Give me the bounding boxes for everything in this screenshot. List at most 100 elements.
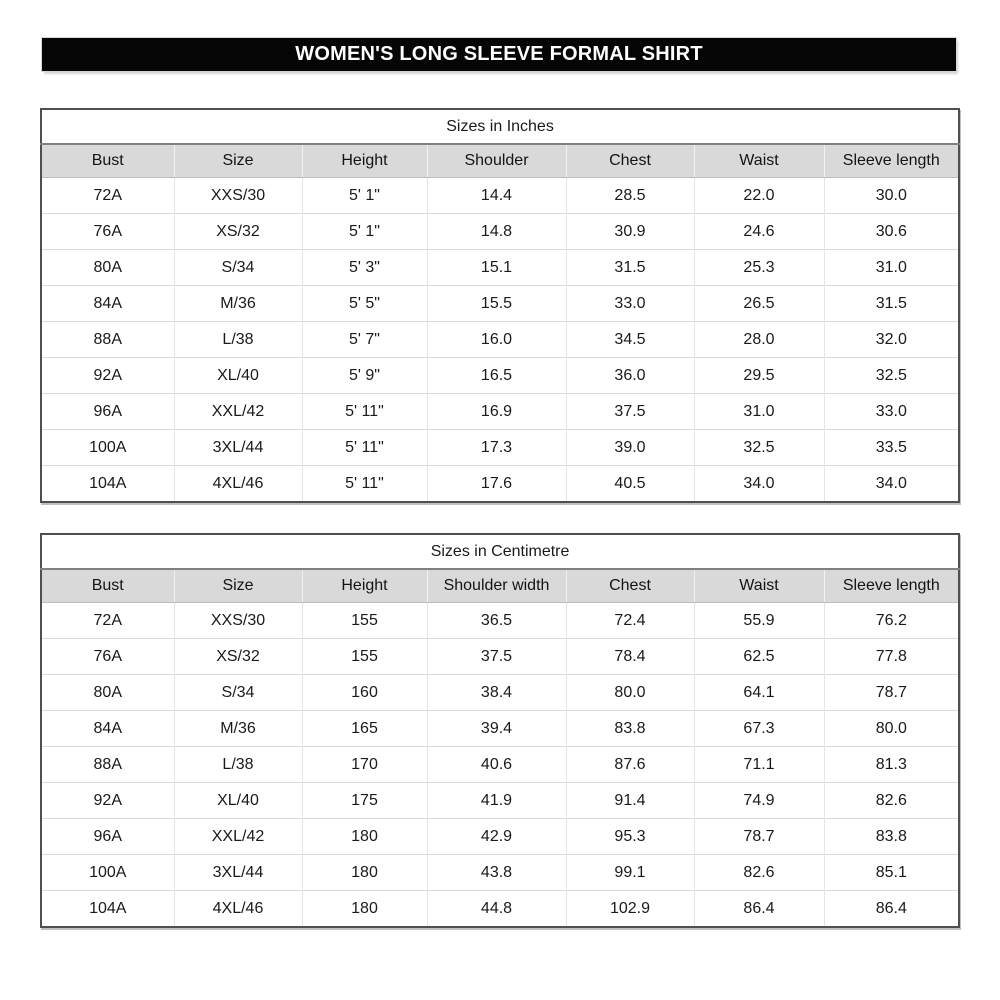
table-row: 100A 3XL/44 5' 11" 17.3 39.0 32.5 33.5 — [41, 429, 960, 466]
cell-waist: 82.6 — [693, 854, 824, 891]
column-header-chest: Chest — [565, 144, 694, 178]
cell-height: 5' 5" — [301, 285, 427, 322]
table-row: 100A 3XL/44 180 43.8 99.1 82.6 85.1 — [41, 854, 960, 891]
table-row: 88A L/38 170 40.6 87.6 71.1 81.3 — [41, 746, 960, 783]
cell-bust: 92A — [41, 782, 174, 819]
table-row: 72A XXS/30 155 36.5 72.4 55.9 76.2 — [41, 602, 960, 639]
cell-bust: 92A — [41, 357, 174, 394]
cell-bust: 72A — [41, 602, 174, 639]
cell-shoulder-width: 38.4 — [426, 674, 566, 711]
cell-waist: 22.0 — [693, 177, 824, 214]
cell-height: 180 — [301, 854, 427, 891]
cell-shoulder-width: 43.8 — [426, 854, 566, 891]
column-header-row: Bust Size Height Shoulder Chest Waist Sleeve l… — [41, 144, 960, 178]
cell-shoulder-width: 41.9 — [426, 782, 566, 819]
cell-waist: 78.7 — [693, 818, 824, 855]
cell-sleeve-length: 31.0 — [823, 249, 960, 286]
cell-shoulder: 14.4 — [426, 177, 566, 214]
cell-bust: 104A — [41, 890, 174, 927]
table-row: 72A XXS/30 5' 1" 14.4 28.5 22.0 30.0 — [41, 177, 960, 214]
cell-bust: 96A — [41, 818, 174, 855]
cell-size: XS/32 — [173, 213, 302, 250]
cell-chest: 39.0 — [565, 429, 694, 466]
cell-height: 5' 1" — [301, 213, 427, 250]
cell-height: 180 — [301, 818, 427, 855]
cell-waist: 28.0 — [693, 321, 824, 358]
cell-size: XXS/30 — [173, 177, 302, 214]
cell-sleeve-length: 80.0 — [823, 710, 960, 747]
column-header-chest: Chest — [565, 569, 694, 603]
column-header-size: Size — [173, 569, 302, 603]
cell-bust: 84A — [41, 710, 174, 747]
cell-height: 5' 1" — [301, 177, 427, 214]
cell-height: 5' 11" — [301, 465, 427, 502]
table-title-row: Sizes in Centimetre — [41, 534, 960, 570]
cell-chest: 102.9 — [565, 890, 694, 927]
cell-bust: 96A — [41, 393, 174, 430]
table-row: 104A 4XL/46 180 44.8 102.9 86.4 86.4 — [41, 890, 960, 927]
cell-bust: 88A — [41, 746, 174, 783]
cell-chest: 30.9 — [565, 213, 694, 250]
cell-size: XXS/30 — [173, 602, 302, 639]
cell-chest: 28.5 — [565, 177, 694, 214]
cell-bust: 88A — [41, 321, 174, 358]
size-table-inches: Sizes in Inches Bust Size Height Shoulder Che… — [40, 108, 961, 503]
cell-height: 180 — [301, 890, 427, 927]
cell-size: XXL/42 — [173, 818, 302, 855]
cell-size: 4XL/46 — [173, 465, 302, 502]
column-header-row: Bust Size Height Shoulder width Chest Waist Sl… — [41, 569, 960, 603]
column-header-sleeve-length: Sleeve length — [823, 144, 960, 178]
cell-sleeve-length: 31.5 — [823, 285, 960, 322]
table-row: 84A M/36 5' 5" 15.5 33.0 26.5 31.5 — [41, 285, 960, 322]
cell-sleeve-length: 78.7 — [823, 674, 960, 711]
cell-chest: 80.0 — [565, 674, 694, 711]
cell-waist: 71.1 — [693, 746, 824, 783]
cell-bust: 76A — [41, 638, 174, 675]
cell-waist: 64.1 — [693, 674, 824, 711]
cell-chest: 33.0 — [565, 285, 694, 322]
cell-size: 3XL/44 — [173, 854, 302, 891]
cell-sleeve-length: 81.3 — [823, 746, 960, 783]
cell-height: 170 — [301, 746, 427, 783]
cell-bust: 80A — [41, 674, 174, 711]
cell-size: 4XL/46 — [173, 890, 302, 927]
cell-size: XL/40 — [173, 357, 302, 394]
cell-chest: 87.6 — [565, 746, 694, 783]
cell-sleeve-length: 85.1 — [823, 854, 960, 891]
cell-shoulder: 15.1 — [426, 249, 566, 286]
cell-sleeve-length: 83.8 — [823, 818, 960, 855]
cell-height: 5' 3" — [301, 249, 427, 286]
cell-shoulder: 16.5 — [426, 357, 566, 394]
cell-waist: 62.5 — [693, 638, 824, 675]
cell-size: 3XL/44 — [173, 429, 302, 466]
table-row: 104A 4XL/46 5' 11" 17.6 40.5 34.0 34.0 — [41, 465, 960, 502]
cell-size: XS/32 — [173, 638, 302, 675]
table-row: 76A XS/32 5' 1" 14.8 30.9 24.6 30.6 — [41, 213, 960, 250]
cell-sleeve-length: 33.5 — [823, 429, 960, 466]
cell-chest: 99.1 — [565, 854, 694, 891]
table-row: 84A M/36 165 39.4 83.8 67.3 80.0 — [41, 710, 960, 747]
table-row: 88A L/38 5' 7" 16.0 34.5 28.0 32.0 — [41, 321, 960, 358]
cell-waist: 67.3 — [693, 710, 824, 747]
cell-sleeve-length: 77.8 — [823, 638, 960, 675]
cell-chest: 37.5 — [565, 393, 694, 430]
column-header-shoulder-width: Shoulder width — [426, 569, 566, 603]
cell-height: 5' 11" — [301, 429, 427, 466]
cell-bust: 80A — [41, 249, 174, 286]
cell-bust: 72A — [41, 177, 174, 214]
table-row: 96A XXL/42 180 42.9 95.3 78.7 83.8 — [41, 818, 960, 855]
cell-shoulder: 15.5 — [426, 285, 566, 322]
cell-size: M/36 — [173, 710, 302, 747]
cell-size: M/36 — [173, 285, 302, 322]
cell-size: XL/40 — [173, 782, 302, 819]
cell-waist: 34.0 — [693, 465, 824, 502]
column-header-size: Size — [173, 144, 302, 178]
cell-shoulder-width: 36.5 — [426, 602, 566, 639]
table-row: 92A XL/40 175 41.9 91.4 74.9 82.6 — [41, 782, 960, 819]
cell-size: XXL/42 — [173, 393, 302, 430]
cell-bust: 76A — [41, 213, 174, 250]
cell-height: 5' 9" — [301, 357, 427, 394]
cell-shoulder-width: 40.6 — [426, 746, 566, 783]
table-row: 80A S/34 5' 3" 15.1 31.5 25.3 31.0 — [41, 249, 960, 286]
cell-chest: 34.5 — [565, 321, 694, 358]
